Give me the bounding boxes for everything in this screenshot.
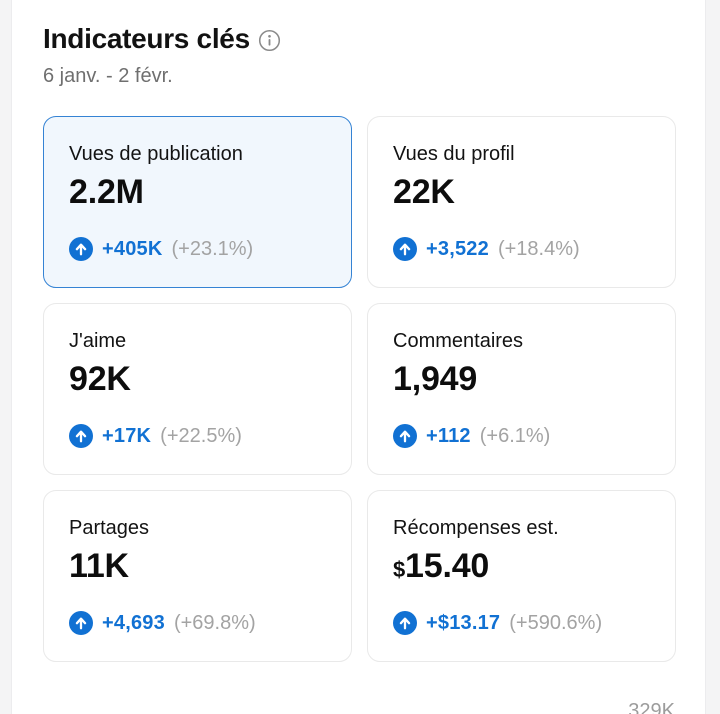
- metric-label: J'aime: [69, 330, 127, 352]
- metric-value: 22K: [393, 173, 455, 211]
- metric-delta-row: +17K (+22.5%): [69, 424, 326, 448]
- metric-delta-row: +$13.17 (+590.6%): [393, 611, 650, 635]
- metric-delta-row: +405K (+23.1%): [69, 237, 326, 261]
- metric-delta-row: +3,522 (+18.4%): [393, 237, 650, 261]
- delta-value: +$13.17: [426, 611, 501, 634]
- metric-label: Partages: [69, 517, 150, 539]
- delta-percent: (+69.8%): [173, 611, 256, 634]
- right-gutter: [705, 0, 720, 714]
- delta-value: +405K: [102, 237, 163, 260]
- metric-label: Vues de publication: [69, 143, 243, 165]
- delta-percent: (+590.6%): [509, 611, 603, 634]
- delta-value: +4,693: [102, 611, 165, 634]
- delta-percent: (+22.5%): [160, 424, 242, 447]
- up-arrow-icon: [69, 424, 93, 448]
- up-arrow-icon: [393, 237, 417, 261]
- metric-card[interactable]: Vues de publication 2.2M +405K (+23.1%): [43, 116, 352, 288]
- metric-value: 92K: [69, 360, 131, 398]
- metric-value: $15.40: [393, 547, 490, 585]
- metric-card[interactable]: J'aime 92K +17K (+22.5%): [43, 303, 352, 475]
- metric-value: 1,949: [393, 360, 478, 398]
- metric-label: Commentaires: [393, 330, 524, 352]
- delta-value: +17K: [102, 424, 152, 447]
- metric-label: Récompenses est.: [393, 517, 559, 539]
- metric-label: Vues du profil: [393, 143, 515, 165]
- next-section-partial-label: 329K: [628, 700, 675, 714]
- up-arrow-icon: [69, 237, 93, 261]
- date-range: 6 janv. - 2 févr.: [43, 65, 173, 87]
- metric-value: 11K: [69, 547, 129, 585]
- delta-percent: (+23.1%): [171, 237, 254, 260]
- metric-card[interactable]: Commentaires 1,949 +112 (+6.1%): [367, 303, 676, 475]
- delta-value: +112: [426, 424, 471, 447]
- page-title: Indicateurs clés: [43, 23, 250, 54]
- left-gutter: [0, 0, 12, 714]
- up-arrow-icon: [393, 611, 417, 635]
- metric-card[interactable]: Vues du profil 22K +3,522 (+18.4%): [367, 116, 676, 288]
- delta-value: +3,522: [426, 237, 489, 260]
- currency-prefix: $: [393, 557, 406, 582]
- info-icon[interactable]: [258, 29, 281, 52]
- metric-card[interactable]: Partages 11K +4,693 (+69.8%): [43, 490, 352, 662]
- section-header: Indicateurs clés: [43, 22, 676, 56]
- up-arrow-icon: [393, 424, 417, 448]
- metrics-grid: Vues de publication 2.2M +405K (+23.1%): [43, 116, 676, 662]
- metric-card[interactable]: Récompenses est. $15.40 +$13.17 (+590.6%…: [367, 490, 676, 662]
- delta-percent: (+18.4%): [497, 237, 580, 260]
- metric-value: 2.2M: [69, 173, 144, 211]
- metric-delta-row: +4,693 (+69.8%): [69, 611, 326, 635]
- up-arrow-icon: [69, 611, 93, 635]
- key-metrics-section: Indicateurs clés 6 janv. - 2 févr. Vues …: [12, 0, 705, 714]
- delta-percent: (+6.1%): [479, 424, 551, 447]
- metric-delta-row: +112 (+6.1%): [393, 424, 650, 448]
